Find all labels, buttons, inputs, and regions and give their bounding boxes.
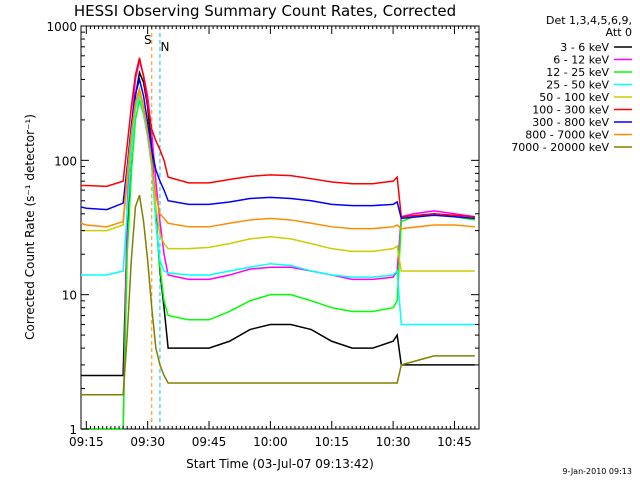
legend-label-8: 7000 - 20000 keV bbox=[511, 141, 609, 154]
legend-label-7: 800 - 7000 keV bbox=[525, 129, 609, 142]
series-line-6 bbox=[80, 76, 475, 220]
y-tick-label-1: 10 bbox=[62, 289, 77, 303]
x-tick-label-1: 09:30 bbox=[130, 435, 165, 449]
legend-label-3: 25 - 50 keV bbox=[546, 79, 609, 92]
series-line-1 bbox=[81, 60, 476, 430]
series-line-4 bbox=[81, 89, 475, 272]
detector-header: Det 1,3,4,5,6,9, Att 0 bbox=[546, 14, 632, 39]
marker-n-label: N bbox=[160, 40, 169, 54]
series-layer bbox=[80, 57, 476, 430]
series-line-7 bbox=[80, 86, 475, 230]
series-line-8 bbox=[81, 194, 475, 396]
legend-label-2: 12 - 25 keV bbox=[546, 66, 609, 79]
detector-header-line-2: Att 0 bbox=[606, 26, 632, 39]
legend-label-5: 100 - 300 keV bbox=[532, 104, 609, 117]
x-tick-label-5: 10:30 bbox=[376, 435, 411, 449]
legend-label-1: 6 - 12 keV bbox=[553, 54, 609, 67]
y-tick-label-2: 100 bbox=[54, 154, 77, 168]
series-line-0 bbox=[81, 69, 475, 377]
legend-label-6: 300 - 800 keV bbox=[532, 116, 609, 129]
x-axis-label: Start Time (03-Jul-07 09:13:42) bbox=[186, 457, 374, 471]
axis-layer: 09:15 09:30 09:45 10:00 10:15 10:30 10:45 1 10 10… bbox=[46, 20, 480, 449]
x-tick-label-6: 10:45 bbox=[437, 435, 472, 449]
y-tick-label-0: 1 bbox=[69, 423, 77, 437]
marker-s-label: S bbox=[144, 33, 152, 47]
footer-timestamp: 9-Jan-2010 09:13 bbox=[562, 467, 632, 476]
legend-label-4: 50 - 100 keV bbox=[539, 91, 609, 104]
y-axis-label: Corrected Count Rate (s⁻¹ detector⁻¹) bbox=[23, 114, 37, 340]
x-tick-label-0: 09:15 bbox=[69, 435, 104, 449]
series-line-5 bbox=[81, 57, 475, 218]
x-tick-label-2: 09:45 bbox=[192, 435, 227, 449]
x-tick-label-4: 10:15 bbox=[314, 435, 349, 449]
x-tick-label-3: 10:00 bbox=[253, 435, 288, 449]
y-tick-label-3: 1000 bbox=[46, 20, 77, 34]
plot-frame bbox=[80, 25, 480, 430]
chart-title: HESSI Observing Summary Count Rates, Cor… bbox=[74, 2, 456, 20]
series-line-3 bbox=[81, 93, 475, 326]
detector-header-line-1: Det 1,3,4,5,6,9, bbox=[546, 14, 632, 27]
legend-label-0: 3 - 6 keV bbox=[560, 41, 609, 54]
